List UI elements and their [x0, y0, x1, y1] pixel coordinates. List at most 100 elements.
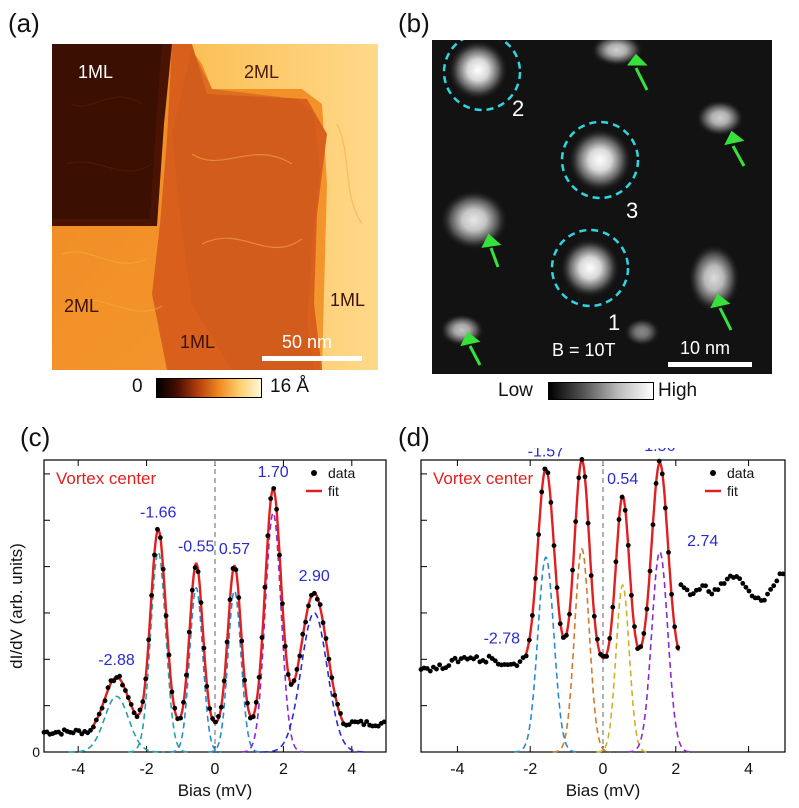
chart-d-data-point: [551, 543, 557, 548]
chart-c-data-point: [201, 645, 207, 651]
chart-c-data-point: [268, 496, 274, 501]
chart-c-data-point: [207, 706, 213, 711]
chart-d-data-point: [437, 662, 442, 668]
chart-c-component-curve: [170, 586, 222, 753]
chart-d-data-point: [474, 654, 480, 659]
chart-d-data-point: [567, 611, 572, 617]
chart-c-data-point: [216, 714, 221, 719]
chart-d-data-point: [678, 582, 684, 588]
chart-c-data-point: [102, 698, 108, 704]
chart-d-data-point: [570, 567, 575, 573]
colorbar-a-min: 0: [132, 376, 143, 397]
chart-d-data-point: [666, 550, 671, 555]
chart-c-data-point: [236, 595, 242, 600]
chart-d-data-point: [548, 500, 554, 505]
chart-d-data-point: [492, 658, 498, 664]
chart-d-xlabel: Bias (mV): [566, 781, 641, 800]
chart-c-data-point: [134, 714, 140, 720]
chart-d-peak-label: -1.57: [528, 448, 565, 460]
panel-c-letter: (c): [20, 422, 51, 452]
chart-c-data-point: [111, 678, 117, 684]
chart-d-component-curve: [552, 547, 611, 753]
chart-c-data-point: [163, 613, 169, 619]
chart-d-data-point: [452, 655, 458, 661]
vortex-label-2: 2: [512, 96, 525, 121]
vortex-label-1: 1: [608, 310, 621, 335]
chart-c-data-point: [128, 702, 134, 707]
chart-d-data-point: [715, 587, 721, 593]
chart-d-data-point: [604, 654, 609, 659]
chart-d-data-point: [765, 591, 770, 597]
chart-d-data-point: [582, 474, 588, 480]
chart-c-data-point: [358, 718, 364, 724]
chart-c-data-point: [285, 672, 291, 677]
chart-c-peak-label: -0.55: [178, 538, 215, 555]
chart-d-data-point: [588, 573, 594, 578]
chart-c-data-point: [294, 667, 300, 672]
chart-c-data-point: [88, 727, 93, 733]
chart-c-data-point: [160, 566, 166, 572]
chart-c-data-point: [364, 719, 370, 724]
chart-c-data-point: [96, 711, 102, 717]
chart-d-xtick-label: -4: [450, 761, 464, 778]
chart-d-data-point: [564, 632, 569, 638]
chart-d-legend-data-label: data: [727, 465, 754, 481]
chart-c-data-point: [186, 629, 192, 635]
chart-c-peak-label: 0.57: [219, 541, 250, 558]
panel-a-letter: (a): [8, 8, 40, 38]
chart-d-data-point: [737, 576, 743, 582]
chart-c-data-point: [120, 682, 125, 688]
chart-c-xtick-label: 4: [347, 761, 356, 778]
chart-c-xtick-label: 0: [211, 761, 220, 778]
chart-c-data-point: [172, 705, 178, 711]
chart-c-data-point: [233, 567, 239, 573]
chart-d-data-point: [780, 571, 786, 577]
chart-c-data-point: [250, 714, 256, 720]
chart-c-data-point: [213, 719, 218, 725]
chart-c-data-point: [335, 701, 340, 707]
chart-c-data-point: [59, 731, 64, 737]
chart-c-data-point: [312, 590, 317, 596]
chart-c-data-point: [320, 620, 326, 626]
colorbar-b-max: High: [658, 380, 698, 401]
chart-d-data-point: [721, 581, 727, 586]
chart-d-data-point: [554, 585, 560, 591]
label-2ml-bottomleft: 2ML: [64, 296, 100, 316]
chart-d-data-point: [446, 663, 452, 668]
chart-c-data-point: [125, 695, 131, 700]
chart-c-data-point: [329, 675, 335, 681]
chart-d-xtick-label: 2: [671, 761, 680, 778]
chart-d-data-point: [771, 583, 777, 589]
chart-d-data-point: [774, 578, 780, 584]
chart-d-data-point: [557, 621, 563, 627]
chart-d-legend-data-marker: [710, 470, 716, 476]
chart-c-data-point: [317, 602, 323, 607]
chart-d-xtick-label: 0: [599, 761, 608, 778]
chart-d-data-point: [591, 613, 597, 619]
vortex-map-image: [432, 40, 772, 374]
chart-c-data-point: [105, 685, 111, 691]
chart-d-component-curve: [513, 556, 578, 753]
chart-d-data-point: [663, 505, 668, 511]
chart-d-data-point: [434, 666, 439, 672]
chart-c-fit-curve: [90, 486, 346, 728]
chart-c-data-point: [253, 699, 259, 705]
vortex-label-3: 3: [626, 198, 639, 223]
chart-c-data-point: [123, 688, 128, 693]
chart-c-data-point: [277, 552, 282, 558]
chart-d-data-point: [576, 475, 582, 481]
chart-c-data-point: [93, 717, 99, 723]
chart-c-data-point: [131, 710, 137, 716]
chart-c-data-point: [149, 593, 155, 598]
chart-d-data-point: [653, 481, 659, 486]
chart-d-data-point: [616, 517, 622, 522]
chart-d-data-point: [768, 587, 773, 592]
chart-c-legend-data-marker: [311, 470, 317, 476]
chart-c-component-curve: [128, 550, 188, 753]
chart-d-data-point: [690, 591, 696, 597]
chart-c-data-point: [195, 569, 201, 575]
chart-d-data-point: [740, 581, 746, 586]
chart-c-legend-fit-label: fit: [328, 483, 339, 499]
chart-d-data-point: [650, 522, 656, 528]
chart-d-data-point: [656, 458, 662, 464]
